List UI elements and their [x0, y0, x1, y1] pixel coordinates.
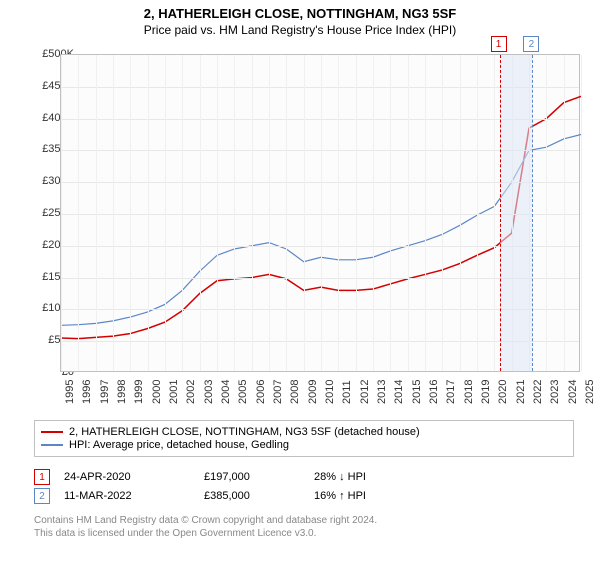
- x-tick-label: 2018: [463, 380, 475, 404]
- legend-row: 2, HATHERLEIGH CLOSE, NOTTINGHAM, NG3 5S…: [41, 426, 567, 438]
- legend-text: 2, HATHERLEIGH CLOSE, NOTTINGHAM, NG3 5S…: [69, 426, 420, 438]
- transaction-diff: 28% ↓ HPI: [314, 471, 454, 483]
- x-tick-label: 2002: [185, 380, 197, 404]
- x-tick-label: 2017: [445, 380, 457, 404]
- x-tick-label: 2013: [376, 380, 388, 404]
- x-tick-label: 1998: [116, 380, 128, 404]
- x-tick-label: 2024: [567, 380, 579, 404]
- legend-swatch: [41, 431, 63, 433]
- transaction-price: £385,000: [204, 490, 314, 502]
- x-tick-label: 1995: [64, 380, 76, 404]
- x-tick-label: 2000: [151, 380, 163, 404]
- x-tick-label: 2022: [532, 380, 544, 404]
- transaction-vline: [500, 55, 501, 371]
- transaction-date: 24-APR-2020: [64, 471, 204, 483]
- transaction-badge: 2: [34, 488, 50, 504]
- transaction-badge: 1: [34, 469, 50, 485]
- x-tick-label: 2004: [220, 380, 232, 404]
- x-tick-label: 2014: [393, 380, 405, 404]
- x-tick-label: 2021: [515, 380, 527, 404]
- legend-text: HPI: Average price, detached house, Gedl…: [69, 439, 289, 451]
- x-tick-label: 2005: [237, 380, 249, 404]
- chart-plot-area: [60, 54, 580, 372]
- chart-title: 2, HATHERLEIGH CLOSE, NOTTINGHAM, NG3 5S…: [0, 6, 600, 21]
- x-tick-label: 2015: [411, 380, 423, 404]
- x-tick-label: 2009: [307, 380, 319, 404]
- transaction-table: 1 24-APR-2020£197,00028% ↓ HPI 2 11-MAR-202…: [34, 466, 574, 507]
- x-tick-label: 2023: [549, 380, 561, 404]
- transaction-price: £197,000: [204, 471, 314, 483]
- transaction-row: 1 24-APR-2020£197,00028% ↓ HPI: [34, 469, 574, 485]
- x-tick-label: 2025: [584, 380, 596, 404]
- legend-row: HPI: Average price, detached house, Gedl…: [41, 439, 567, 451]
- transaction-marker-badge: 2: [523, 36, 539, 52]
- x-tick-label: 2007: [272, 380, 284, 404]
- x-tick-label: 1997: [99, 380, 111, 404]
- x-tick-label: 2008: [289, 380, 301, 404]
- footer: Contains HM Land Registry data © Crown c…: [34, 514, 574, 540]
- x-tick-label: 2011: [341, 380, 353, 404]
- x-tick-label: 2020: [497, 380, 509, 404]
- transaction-diff: 16% ↑ HPI: [314, 490, 454, 502]
- x-tick-label: 1999: [133, 380, 145, 404]
- x-tick-label: 2001: [168, 380, 180, 404]
- footer-line1: Contains HM Land Registry data © Crown c…: [34, 514, 574, 527]
- footer-line2: This data is licensed under the Open Gov…: [34, 527, 574, 540]
- x-tick-label: 2012: [359, 380, 371, 404]
- x-tick-label: 2016: [428, 380, 440, 404]
- transaction-marker-badge: 1: [491, 36, 507, 52]
- transaction-vline: [532, 55, 533, 371]
- x-tick-label: 2010: [324, 380, 336, 404]
- x-tick-label: 2006: [255, 380, 267, 404]
- x-tick-label: 1996: [81, 380, 93, 404]
- legend-swatch: [41, 444, 63, 446]
- transaction-band: [500, 55, 533, 371]
- x-tick-label: 2003: [203, 380, 215, 404]
- transaction-row: 2 11-MAR-2022£385,00016% ↑ HPI: [34, 488, 574, 504]
- x-tick-label: 2019: [480, 380, 492, 404]
- chart-subtitle: Price paid vs. HM Land Registry's House …: [0, 23, 600, 37]
- legend-box: 2, HATHERLEIGH CLOSE, NOTTINGHAM, NG3 5S…: [34, 420, 574, 457]
- transaction-date: 11-MAR-2022: [64, 490, 204, 502]
